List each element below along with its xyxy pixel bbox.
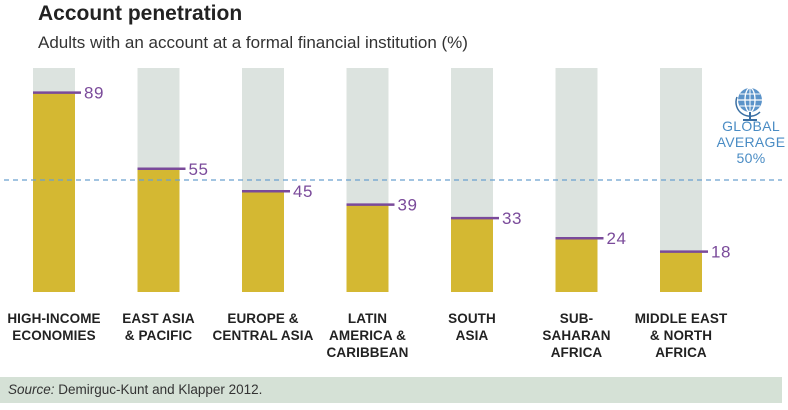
category-label: LATIN AMERICA & CARIBBEAN	[303, 310, 433, 361]
bar	[660, 251, 702, 292]
source-citation: Demirguc-Kunt and Klapper 2012.	[54, 382, 263, 397]
category-label-line: AFRICA	[655, 345, 707, 360]
chart-subtitle: Adults with an account at a formal finan…	[38, 33, 468, 52]
bar	[242, 191, 284, 292]
category-label-line: EAST ASIA	[122, 311, 195, 326]
bar	[451, 218, 493, 292]
category-label-line: HIGH-INCOME	[7, 311, 101, 326]
global-average-line-1: GLOBAL	[722, 118, 780, 134]
global-average-line-2: AVERAGE	[716, 134, 786, 150]
category-label: EUROPE & CENTRAL ASIA	[198, 310, 328, 344]
category-label-line: CARIBBEAN	[326, 345, 409, 360]
category-label: MIDDLE EAST & NORTH AFRICA	[616, 310, 746, 361]
category-label: SUB- SAHARAN AFRICA	[512, 310, 642, 361]
source-bar: Source: Demirguc-Kunt and Klapper 2012.	[0, 377, 782, 403]
bar	[33, 92, 75, 292]
global-average-label: GLOBAL AVERAGE 50%	[711, 118, 788, 166]
category-label-line: SAHARAN	[542, 328, 611, 343]
source-text: Source: Demirguc-Kunt and Klapper 2012.	[8, 382, 262, 397]
bar-value-label: 45	[293, 182, 313, 201]
bar	[555, 238, 598, 292]
bar	[346, 204, 389, 292]
category-label-line: & NORTH	[649, 328, 713, 343]
category-label-line: CENTRAL ASIA	[212, 328, 314, 343]
source-prefix: Source:	[8, 382, 55, 397]
bar	[137, 168, 180, 292]
category-label-line: LATIN	[347, 311, 388, 326]
category-label-line: ASIA	[455, 328, 489, 343]
chart-title: Account penetration	[38, 2, 243, 25]
bar-value-label: 24	[607, 229, 627, 248]
category-label-line: EUROPE &	[227, 311, 299, 326]
category-label-line: SUB-	[559, 311, 594, 326]
category-label-line: AMERICA &	[329, 328, 406, 343]
bar-value-label: 55	[189, 160, 209, 179]
category-label-line: MIDDLE EAST	[634, 311, 728, 326]
global-average-line-3: 50%	[736, 150, 766, 166]
bar-value-label: 89	[84, 84, 104, 103]
category-label: HIGH-INCOME ECONOMIES	[0, 310, 119, 344]
category-label-line: SOUTH	[448, 311, 496, 326]
category-label-line: AFRICA	[550, 345, 603, 360]
bar-value-label: 18	[711, 243, 731, 262]
category-label-line: & PACIFIC	[124, 328, 193, 343]
category-label: EAST ASIA & PACIFIC	[94, 310, 224, 344]
bar-value-label: 33	[502, 209, 522, 228]
category-label-line: ECONOMIES	[12, 328, 96, 343]
category-label: SOUTH ASIA	[407, 310, 537, 344]
bar-value-label: 39	[398, 196, 418, 215]
globe-icon	[735, 87, 762, 121]
